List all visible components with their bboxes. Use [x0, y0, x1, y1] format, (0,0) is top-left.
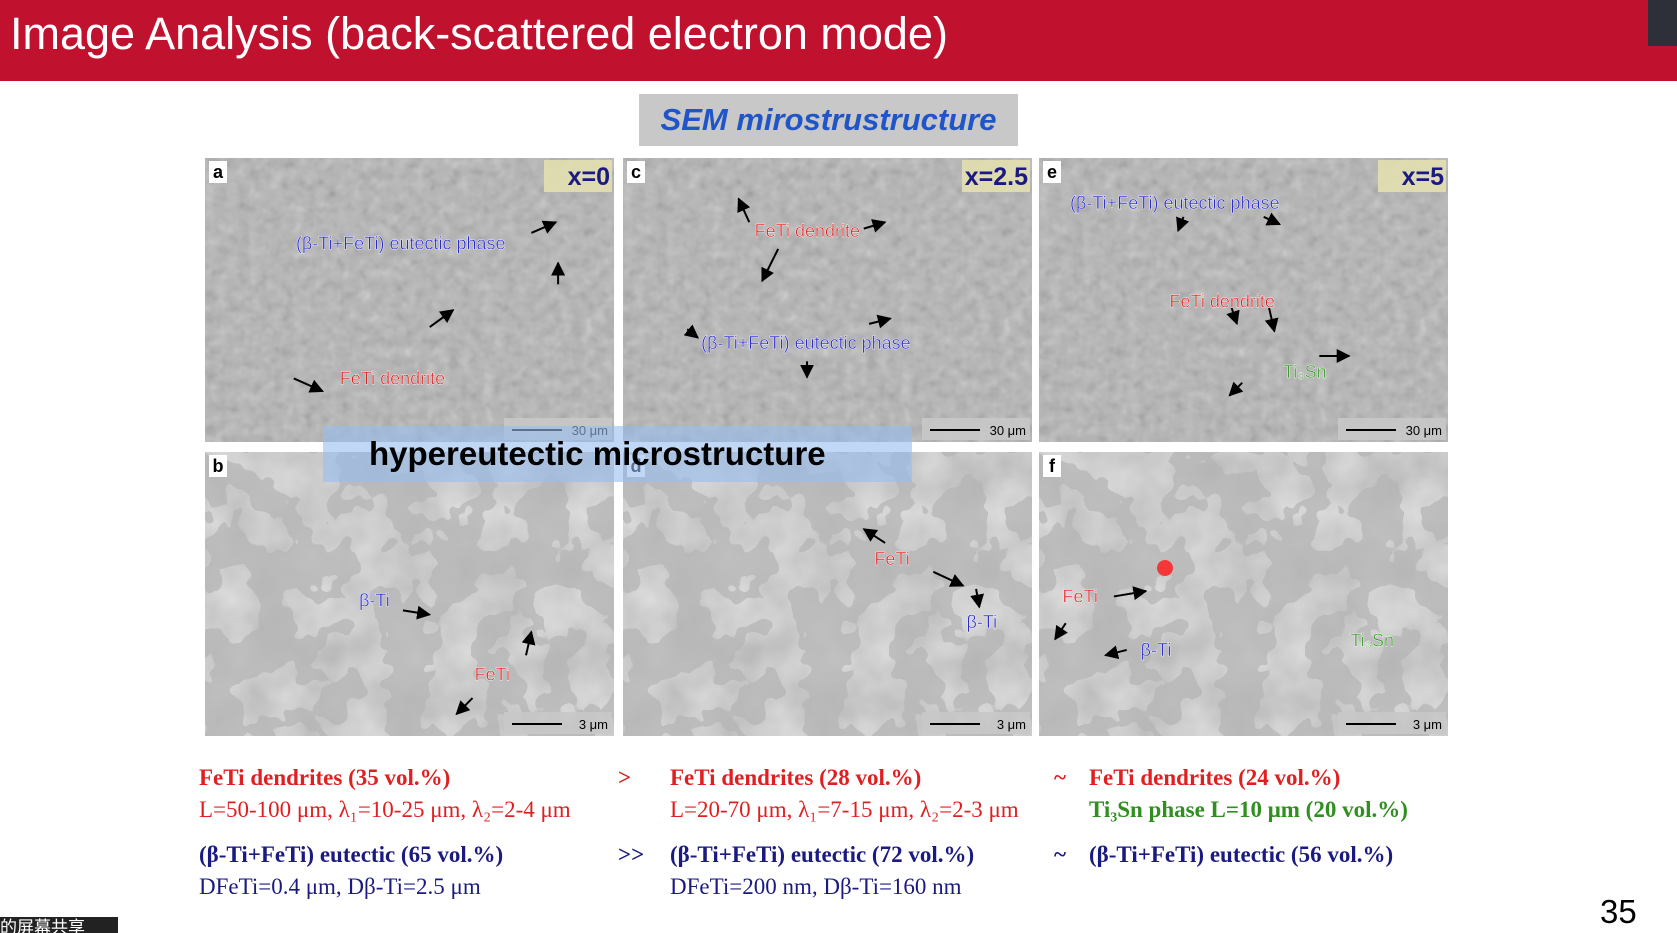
annotation: (β-Ti+FeTi) eutectic phase — [1070, 193, 1280, 213]
share-notice: 的屏幕共享 — [0, 917, 118, 933]
annotation-arrow — [1263, 212, 1282, 226]
annotation-arrow — [970, 588, 985, 609]
micrograph-texture — [1039, 158, 1448, 442]
annotation-arrow — [429, 309, 455, 328]
annotation-arrow — [737, 197, 751, 223]
annotation-arrow — [932, 570, 965, 587]
micrograph-texture — [1039, 452, 1448, 736]
panel-label: a — [213, 162, 224, 182]
summary-text: (β-Ti+FeTi) eutectic (65 vol.%) — [199, 842, 504, 867]
annotation-arrow — [863, 219, 887, 233]
annotation-arrow — [862, 528, 886, 544]
annotation: Ti₃Sn — [1350, 630, 1394, 650]
micrograph-texture — [623, 158, 1032, 442]
composition-box — [962, 160, 1030, 192]
scale-bar-label: 3 μm — [997, 717, 1026, 732]
micrograph-texture — [205, 158, 614, 442]
summary-text: FeTi dendrites (28 vol.%) — [670, 765, 922, 790]
annotation-arrow — [1226, 307, 1240, 326]
annotation: β-Ti — [1141, 640, 1172, 660]
micrograph: b 3 μm β-Ti FeTi — [205, 452, 614, 736]
scale-bar-label: 3 μm — [579, 717, 608, 732]
summary-text: Ti₃Sn phase L=10 μm (20 vol.%) — [1089, 797, 1408, 822]
section-label: SEM mirostrustructure — [639, 94, 1018, 146]
composition-box — [1378, 160, 1446, 192]
header-bar — [0, 0, 1677, 81]
panel-label: f — [1049, 456, 1056, 476]
scale-bar-label: 3 μm — [1413, 717, 1442, 732]
annotation-arrow — [530, 220, 558, 234]
summary-text: (β-Ti+FeTi) eutectic (56 vol.%) — [1089, 842, 1394, 867]
summary-text: DFeTi=200 nm, Dβ-Ti=160 nm — [670, 874, 962, 899]
panel-label-box — [1043, 161, 1061, 183]
micrograph-texture — [205, 452, 614, 736]
composition-box — [544, 160, 612, 192]
annotation-arrow — [521, 630, 536, 656]
annotation-arrow — [455, 697, 474, 716]
annotation: FeTi — [475, 665, 510, 685]
annotation: FeTi — [874, 549, 909, 569]
micrograph: ax=030 μm(β-Ti+FeTi) eutectic phaseFeTi … — [205, 158, 614, 442]
panel-label-box — [1043, 455, 1061, 477]
scale-bar-label: 30 μm — [1406, 423, 1442, 438]
summary-text: (β-Ti+FeTi) eutectic (72 vol.%) — [670, 842, 975, 867]
annotation-arrow — [1113, 586, 1148, 601]
micrograph: c x=2.5 30 μm FeTi dendrite (β-Ti+FeTi) eute… — [623, 158, 1032, 442]
summary-text: DFeTi=0.4 μm, Dβ-Ti=2.5 μm — [199, 874, 481, 899]
annotation-arrow — [683, 324, 699, 339]
summary-text: ~ — [1054, 765, 1066, 790]
summary-text: L=50-100 μm, λ₁=10-25 μm, λ₂=2-4 μm — [199, 797, 571, 822]
micrograph-texture — [623, 452, 1032, 736]
panel-label-box — [209, 455, 227, 477]
annotation-arrow — [761, 248, 780, 283]
annotation-arrow — [868, 314, 892, 329]
panel-label: e — [1047, 162, 1057, 182]
annotation: (β-Ti+FeTi) eutectic phase — [296, 234, 506, 254]
annotation-arrow — [1176, 216, 1190, 233]
micrograph: f 3 μm FeTi β-Ti Ti₃Sn — [1039, 452, 1448, 736]
annotation-arrow — [1228, 381, 1244, 397]
panel-label-box — [209, 161, 227, 183]
scale-bar-label: 30 μm — [990, 423, 1026, 438]
toolbar-icon[interactable] — [1648, 0, 1677, 46]
annotation-arrow — [402, 605, 432, 620]
annotation-arrow — [1054, 622, 1068, 641]
annotation-arrow — [1103, 645, 1127, 660]
summary-text: > — [618, 765, 632, 790]
overlay-label: hypereutectic microstructure — [323, 426, 912, 482]
annotation: β-Ti — [966, 612, 997, 632]
annotation: FeTi — [1063, 586, 1098, 606]
summary-text: FeTi dendrites (35 vol.%) — [199, 765, 451, 790]
annotation: FeTi dendrite — [1170, 291, 1275, 311]
micrograph: e x=5 30 μm (β-Ti+FeTi) eutectic phase FeTi … — [1039, 158, 1448, 442]
page-number: 35 — [1600, 893, 1637, 930]
panel-label: b — [213, 456, 224, 476]
annotation-arrow — [1264, 307, 1279, 333]
panel-label: c — [631, 162, 641, 182]
annotation: (β-Ti+FeTi) eutectic phase — [701, 333, 911, 353]
annotation: FeTi dendrite — [340, 368, 445, 388]
pointer-dot — [1157, 560, 1173, 576]
summary-text: >> — [618, 842, 645, 867]
summary-text: FeTi dendrites (24 vol.%) — [1089, 765, 1341, 790]
composition-label: x=2.5 — [965, 163, 1028, 191]
composition-label: x=0 — [568, 163, 610, 191]
annotation-arrow — [293, 377, 324, 393]
summary-text: L=20-70 μm, λ₁=7-15 μm, λ₂=2-3 μm — [670, 797, 1019, 822]
slide-title: Image Analysis (back-scattered electron … — [10, 8, 948, 59]
annotation: Ti₃Sn — [1283, 362, 1327, 382]
summary-text: ~ — [1054, 842, 1066, 867]
annotation: β-Ti — [359, 591, 390, 611]
panel-label-box — [627, 161, 645, 183]
composition-label: x=5 — [1402, 163, 1445, 191]
annotation: FeTi dendrite — [755, 221, 860, 241]
